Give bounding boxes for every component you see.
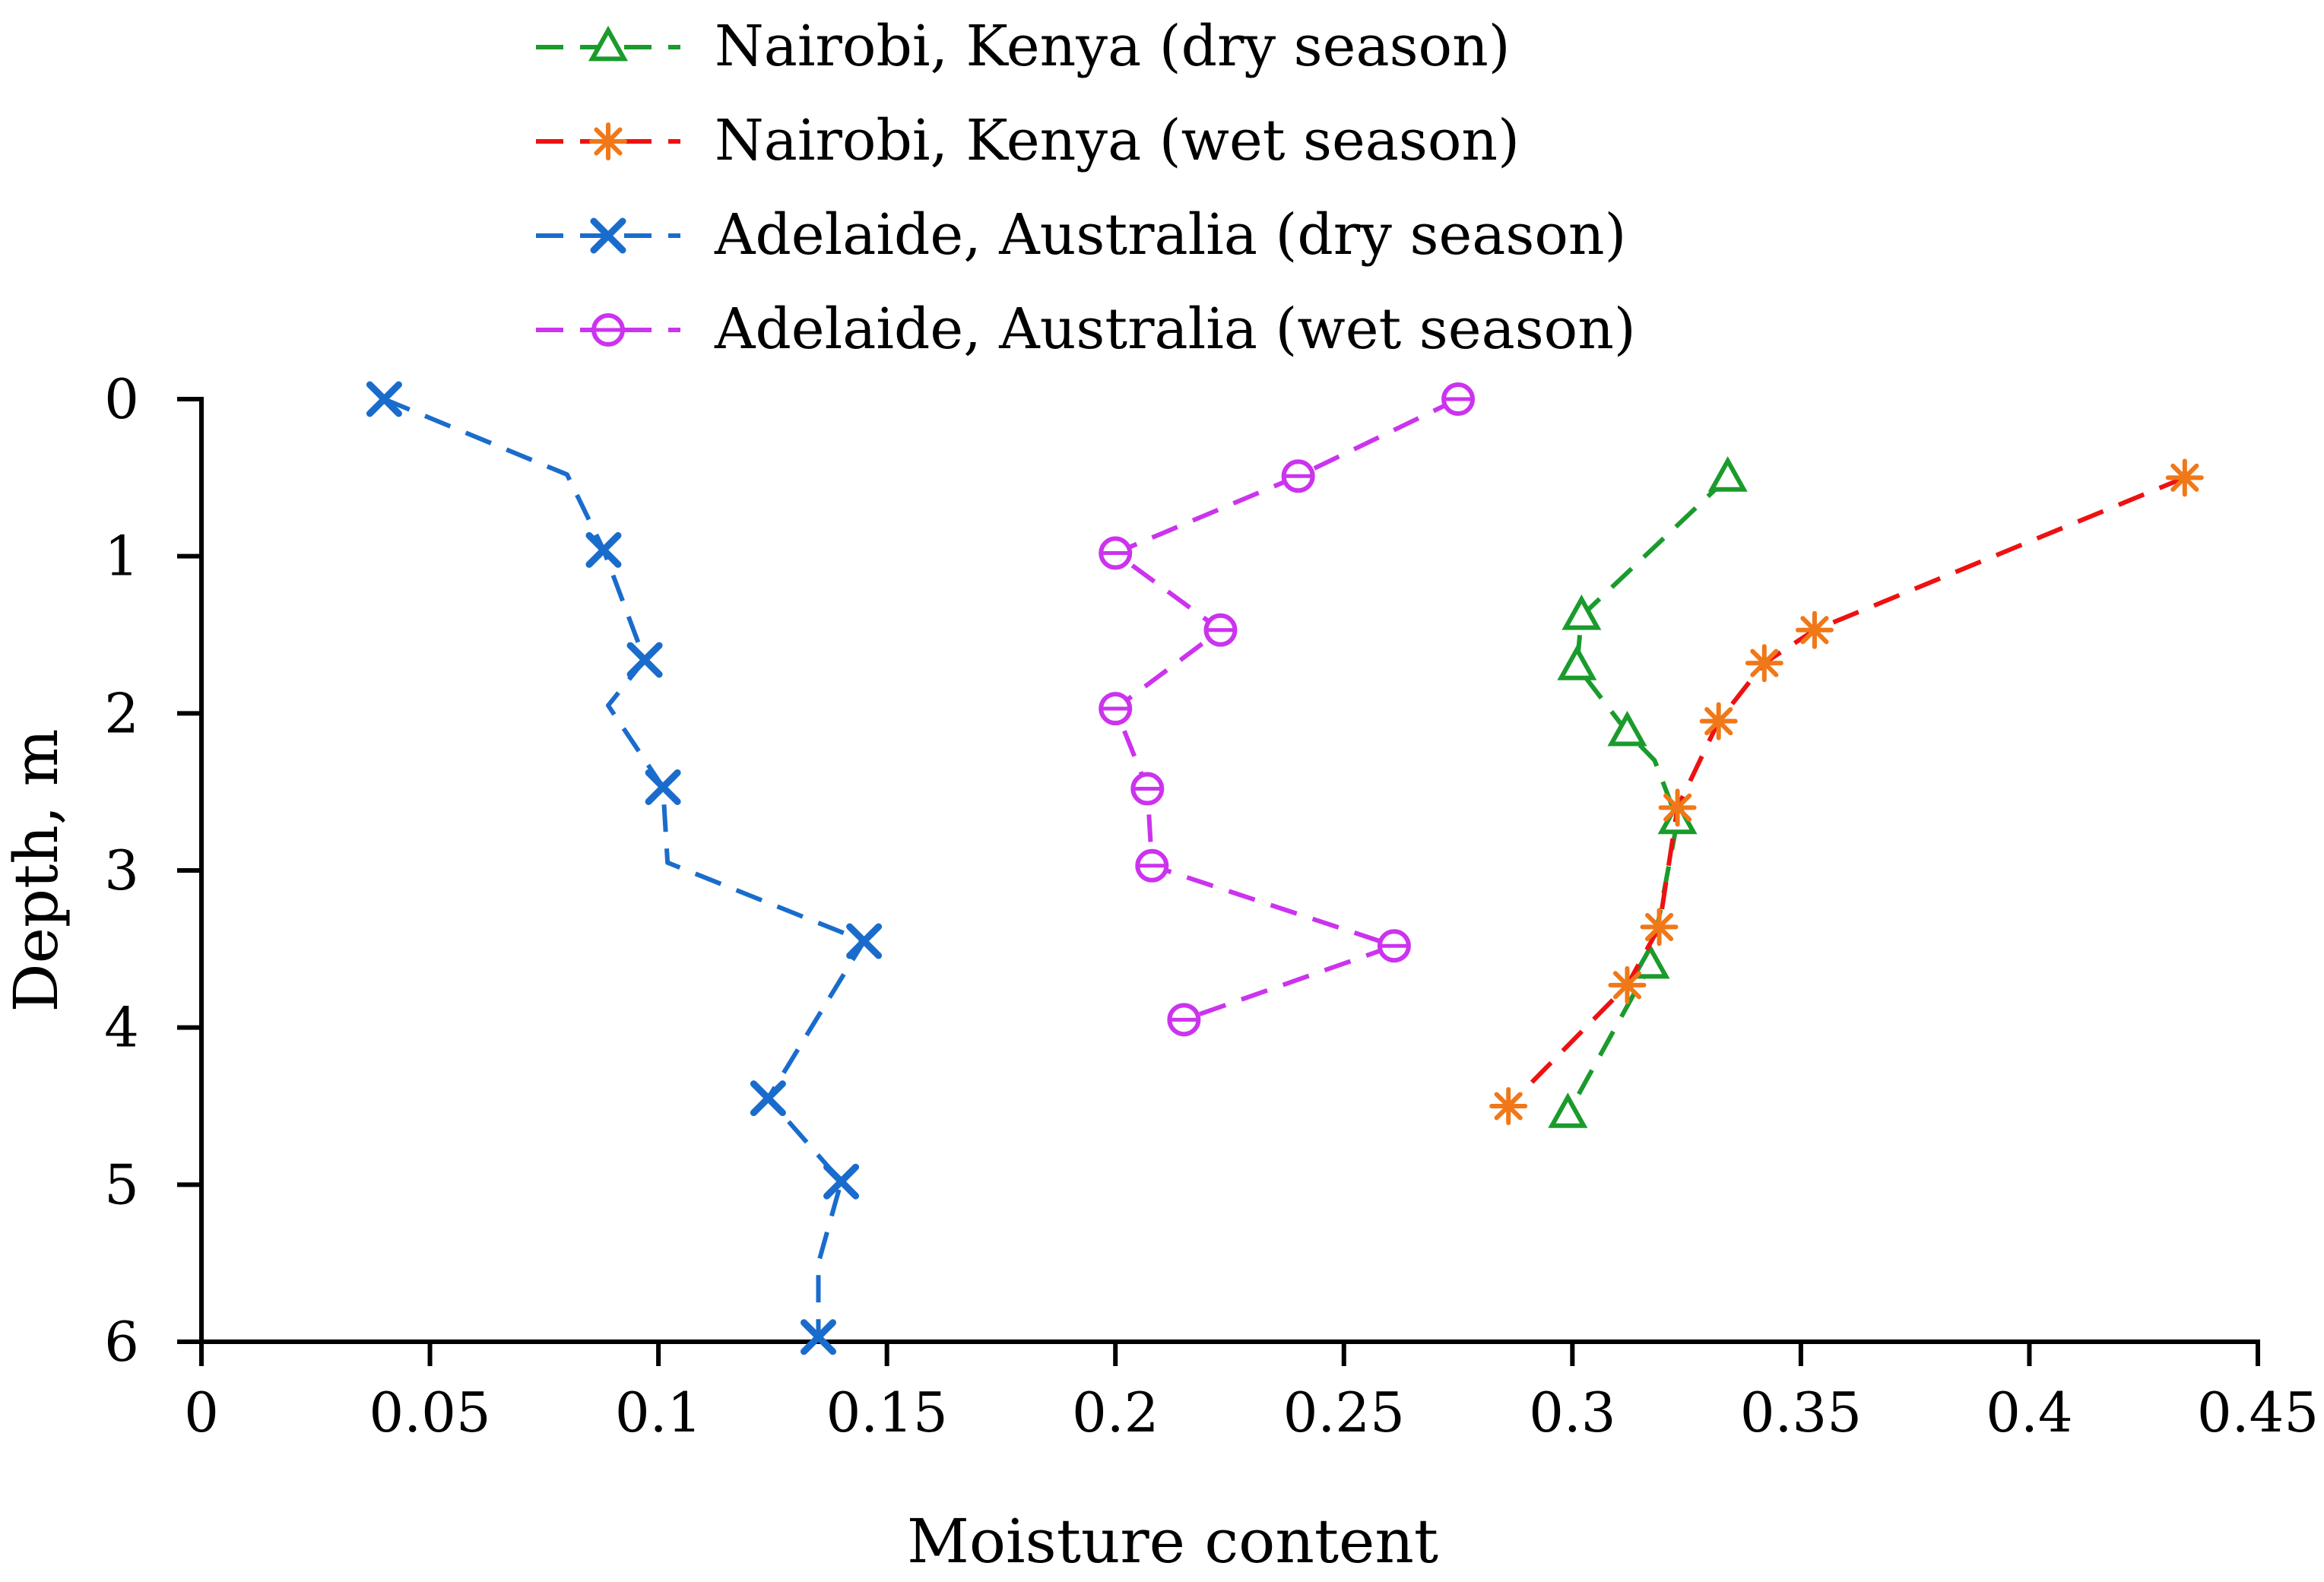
series-2 xyxy=(366,381,883,1355)
x-tick-label: 0.05 xyxy=(369,1381,490,1444)
series-line xyxy=(1113,397,1460,1022)
series-1 xyxy=(1489,458,2204,1125)
axes-layer xyxy=(199,397,2260,1344)
data-point xyxy=(1099,692,1133,726)
data-point xyxy=(585,531,622,568)
series-layer xyxy=(366,381,2204,1355)
legend: Nairobi, Kenya (dry season) Nairobi, Keny… xyxy=(536,14,1636,362)
legend-item: Adelaide, Australia (wet season) xyxy=(536,296,1636,362)
data-point xyxy=(1377,929,1411,963)
data-point xyxy=(823,1163,860,1200)
y-tick-label: 2 xyxy=(104,681,139,745)
x-tick-label: 0.45 xyxy=(2197,1381,2319,1444)
y-tick-label: 0 xyxy=(104,367,139,431)
series-0 xyxy=(1548,456,1748,1128)
data-point xyxy=(801,1319,836,1355)
data-point xyxy=(1548,1092,1588,1128)
data-point xyxy=(1561,594,1602,630)
legend-marker xyxy=(591,313,625,347)
data-point xyxy=(1640,908,1679,946)
legend-label: Adelaide, Australia (dry season) xyxy=(714,202,1626,268)
legend-marker xyxy=(590,217,626,254)
data-point xyxy=(1658,788,1697,827)
x-tick-label: 0.35 xyxy=(1740,1381,1862,1444)
data-point xyxy=(1281,459,1315,493)
series-line xyxy=(1507,475,2186,1108)
data-point xyxy=(1099,536,1133,570)
data-point xyxy=(2165,458,2204,497)
x-tick-label: 0.4 xyxy=(1986,1381,2073,1444)
y-tick-label: 1 xyxy=(104,525,139,588)
legend-item: Nairobi, Kenya (wet season) xyxy=(536,108,1520,173)
y-tick-label: 4 xyxy=(104,996,139,1060)
y-tick-label: 6 xyxy=(104,1310,139,1374)
legend-item: Adelaide, Australia (dry season) xyxy=(536,202,1626,268)
data-point xyxy=(1630,943,1670,979)
data-point xyxy=(1699,702,1738,740)
x-tick-label: 0.2 xyxy=(1072,1381,1159,1444)
data-point xyxy=(1607,710,1647,747)
x-axis-title: Moisture content xyxy=(907,1506,1438,1577)
x-tick-label: 0.15 xyxy=(826,1381,948,1444)
data-point xyxy=(366,381,402,417)
y-axis-title: Depth, m xyxy=(1,728,71,1012)
x-ticks: 0 0.05 0.1 0.15 0.2 0.25 0.3 0.35 0.4 0.45 xyxy=(184,1342,2319,1444)
data-point xyxy=(1608,965,1647,1004)
data-point xyxy=(1707,456,1748,492)
series-line xyxy=(383,397,867,1337)
x-tick-label: 0.1 xyxy=(615,1381,702,1444)
data-point xyxy=(1557,645,1597,680)
data-point xyxy=(645,769,681,805)
data-point xyxy=(1130,772,1165,806)
data-point xyxy=(1203,613,1238,647)
legend-marker xyxy=(589,122,627,160)
legend-item: Nairobi, Kenya (dry season) xyxy=(536,14,1511,79)
series-3 xyxy=(1099,382,1476,1037)
data-point xyxy=(846,923,883,959)
legend-label: Adelaide, Australia (wet season) xyxy=(714,296,1636,362)
data-point xyxy=(1441,382,1476,416)
y-tick-label: 5 xyxy=(104,1152,139,1216)
legend-marker xyxy=(588,25,629,62)
legend-label: Nairobi, Kenya (dry season) xyxy=(715,14,1511,79)
data-point xyxy=(750,1080,786,1117)
data-point xyxy=(1135,848,1169,883)
x-tick-label: 0.25 xyxy=(1283,1381,1405,1444)
x-tick-label: 0 xyxy=(184,1381,219,1444)
data-point xyxy=(1795,610,1834,649)
series-line xyxy=(1565,476,1730,1115)
data-point xyxy=(1745,644,1783,683)
data-point xyxy=(1489,1087,1528,1125)
y-tick-label: 3 xyxy=(104,839,139,902)
y-ticks: 0 1 2 3 4 5 6 xyxy=(104,367,201,1374)
data-point xyxy=(626,642,663,678)
x-tick-label: 0.3 xyxy=(1529,1381,1616,1444)
data-point xyxy=(1167,1003,1201,1037)
legend-label: Nairobi, Kenya (wet season) xyxy=(715,108,1520,173)
